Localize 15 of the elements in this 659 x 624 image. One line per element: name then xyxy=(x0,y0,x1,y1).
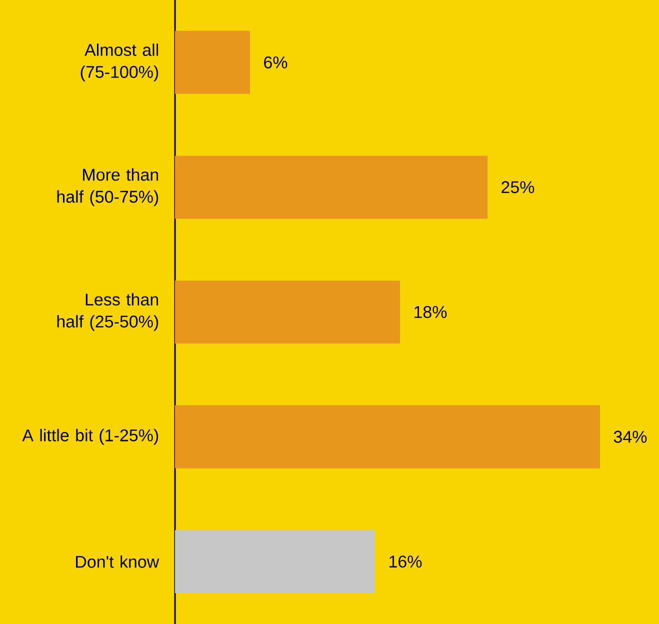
bar xyxy=(175,405,600,468)
data-label: 6% xyxy=(264,56,288,68)
y-tick-label: A little bit (1-25%) xyxy=(22,428,158,445)
bar xyxy=(175,280,400,344)
data-label: 34% xyxy=(614,430,647,443)
bar xyxy=(175,156,488,219)
y-tick-label: Almost all (75-100%) xyxy=(80,43,158,82)
y-tick-label: Less than half (25-50%) xyxy=(57,293,158,331)
bar xyxy=(175,530,375,594)
y-tick-label: Don't know xyxy=(76,555,160,568)
data-label: 25% xyxy=(502,181,534,194)
data-label: 16% xyxy=(390,556,422,568)
bar xyxy=(175,30,250,94)
data-label: 18% xyxy=(414,306,447,318)
y-tick-label: More than half (50-75%) xyxy=(57,168,158,206)
